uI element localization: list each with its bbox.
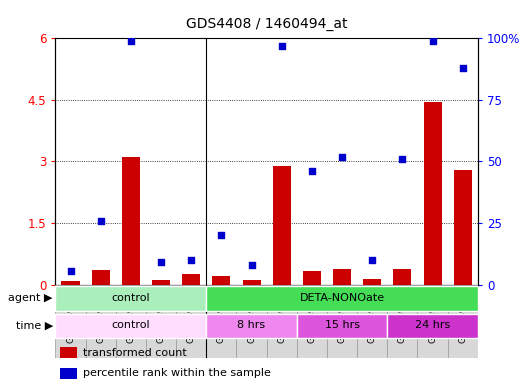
Point bbox=[338, 154, 346, 160]
Bar bbox=[418, 285, 448, 358]
Text: GSM549082: GSM549082 bbox=[126, 288, 135, 343]
Bar bbox=[363, 279, 381, 285]
Text: 8 hrs: 8 hrs bbox=[238, 321, 266, 331]
Bar bbox=[55, 286, 206, 311]
Bar bbox=[206, 314, 297, 338]
Bar bbox=[55, 314, 206, 338]
Text: GSM549084: GSM549084 bbox=[187, 288, 196, 343]
Text: transformed count: transformed count bbox=[83, 348, 186, 358]
Text: 15 hrs: 15 hrs bbox=[325, 321, 360, 331]
Bar bbox=[61, 281, 80, 285]
Bar bbox=[92, 270, 110, 285]
Text: GSM549088: GSM549088 bbox=[307, 288, 316, 343]
Text: GSM549090: GSM549090 bbox=[367, 288, 377, 343]
Bar bbox=[393, 269, 411, 285]
Text: GSM549093: GSM549093 bbox=[458, 288, 467, 343]
Bar bbox=[206, 285, 237, 358]
Bar bbox=[237, 285, 267, 358]
Text: GSM549087: GSM549087 bbox=[277, 288, 286, 343]
Bar bbox=[176, 285, 206, 358]
Bar bbox=[388, 314, 478, 338]
Text: GSM549080: GSM549080 bbox=[66, 288, 75, 343]
Bar bbox=[242, 280, 261, 285]
Text: GSM549081: GSM549081 bbox=[96, 288, 105, 343]
Text: DETA-NONOate: DETA-NONOate bbox=[299, 293, 384, 303]
Point bbox=[67, 268, 75, 274]
Point bbox=[97, 217, 105, 223]
Bar bbox=[60, 347, 77, 358]
Bar bbox=[303, 271, 321, 285]
Point bbox=[187, 257, 195, 263]
Bar bbox=[388, 285, 418, 358]
Point bbox=[247, 262, 256, 268]
Point bbox=[368, 257, 376, 263]
Text: time ▶: time ▶ bbox=[15, 321, 53, 331]
Bar bbox=[122, 157, 140, 285]
Text: GDS4408 / 1460494_at: GDS4408 / 1460494_at bbox=[186, 17, 347, 31]
Text: GSM549091: GSM549091 bbox=[398, 288, 407, 343]
Text: control: control bbox=[111, 293, 150, 303]
Text: GSM549085: GSM549085 bbox=[217, 288, 226, 343]
Bar bbox=[267, 285, 297, 358]
Text: percentile rank within the sample: percentile rank within the sample bbox=[83, 368, 271, 378]
Point bbox=[217, 232, 225, 238]
Text: control: control bbox=[111, 321, 150, 331]
Bar bbox=[86, 285, 116, 358]
Text: 24 hrs: 24 hrs bbox=[415, 321, 450, 331]
Bar bbox=[423, 102, 441, 285]
Bar bbox=[272, 166, 291, 285]
Bar bbox=[212, 275, 230, 285]
Text: agent ▶: agent ▶ bbox=[8, 293, 53, 303]
Bar bbox=[152, 280, 170, 285]
Bar bbox=[182, 274, 200, 285]
Bar bbox=[357, 285, 388, 358]
Point bbox=[458, 65, 467, 71]
Bar bbox=[454, 170, 472, 285]
Bar bbox=[333, 269, 351, 285]
Bar bbox=[327, 285, 357, 358]
Point bbox=[308, 168, 316, 174]
Bar bbox=[297, 285, 327, 358]
Bar bbox=[146, 285, 176, 358]
Bar bbox=[60, 368, 77, 379]
Bar bbox=[206, 286, 478, 311]
Point bbox=[127, 38, 135, 44]
Bar bbox=[297, 314, 388, 338]
Text: GSM549086: GSM549086 bbox=[247, 288, 256, 343]
Text: GSM549092: GSM549092 bbox=[428, 288, 437, 343]
Bar bbox=[448, 285, 478, 358]
Point bbox=[428, 38, 437, 44]
Bar bbox=[116, 285, 146, 358]
Point bbox=[278, 43, 286, 49]
Bar bbox=[55, 285, 86, 358]
Text: GSM549089: GSM549089 bbox=[337, 288, 346, 343]
Point bbox=[157, 259, 165, 265]
Point bbox=[398, 156, 407, 162]
Text: GSM549083: GSM549083 bbox=[156, 288, 166, 343]
